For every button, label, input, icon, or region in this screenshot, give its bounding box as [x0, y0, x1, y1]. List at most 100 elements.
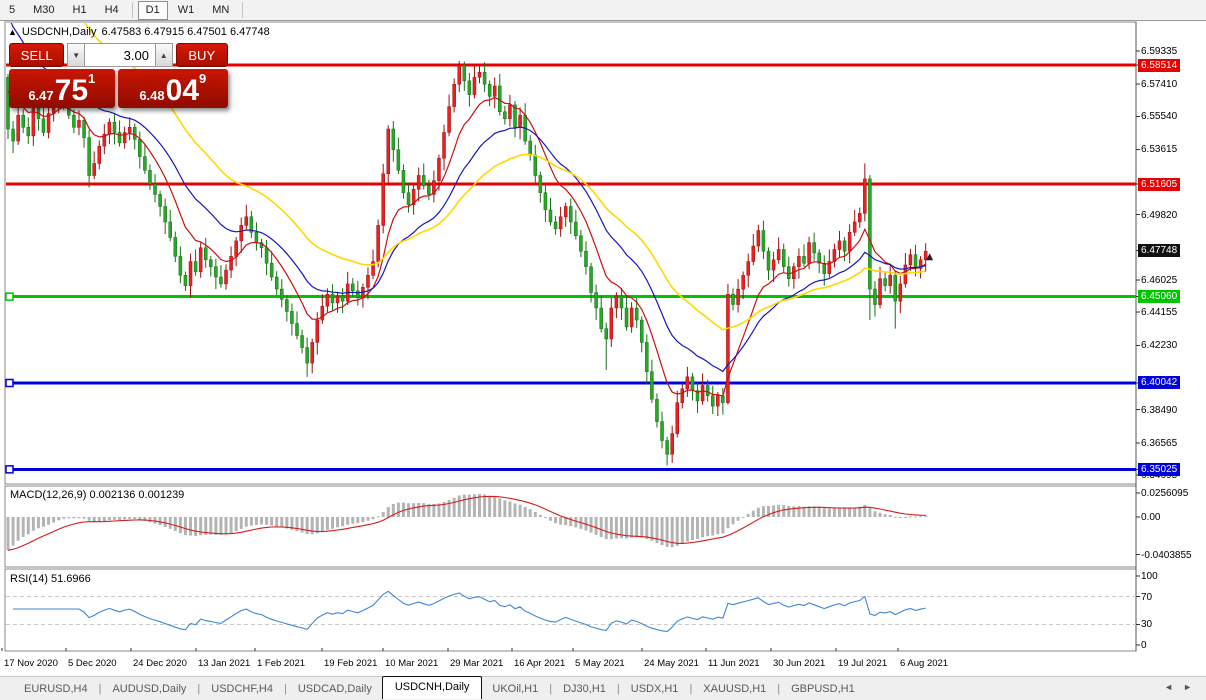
price-tick-6.53615: 6.53615: [1141, 144, 1178, 156]
tab-separator: |: [616, 683, 620, 695]
tab-scroll-controls: ◄ ►: [1164, 682, 1192, 692]
rsi-tick-100: 100: [1141, 571, 1158, 582]
date-label: 19 Feb 2021: [324, 658, 378, 669]
current-price-tag: 6.47748: [1138, 243, 1181, 257]
timeframe-button-MN[interactable]: MN: [212, 3, 230, 16]
date-label: 24 Dec 2020: [133, 658, 187, 669]
tab-separator: |: [777, 683, 781, 695]
level-handle[interactable]: [5, 378, 14, 388]
chart-symbol-label: USDCNH,Daily: [21, 26, 97, 38]
volume-decrease-button[interactable]: ▼: [67, 43, 85, 67]
macd-label: MACD(12,26,9) 0.002136 0.001239: [10, 489, 185, 501]
tab-separator: |: [98, 683, 102, 695]
date-label: 11 Jun 2021: [708, 658, 760, 669]
timeframe-button-5[interactable]: 5: [9, 3, 16, 16]
timeframe-button-M30[interactable]: M30: [33, 3, 55, 16]
date-label: 6 Aug 2021: [900, 658, 949, 669]
tab-separator: |: [197, 683, 201, 695]
level-price-tag: 6.58514: [1138, 58, 1181, 72]
date-label: 1 Feb 2021: [257, 658, 306, 669]
sell-price-sup: 1: [88, 71, 96, 86]
macd-signal-line: [7, 495, 926, 551]
tab-separator: |: [689, 683, 693, 695]
chart-window-icon: ▲: [8, 26, 17, 37]
date-label: 10 Mar 2021: [385, 658, 439, 669]
timeframe-button-W1[interactable]: W1: [177, 3, 195, 16]
tab-ukoil-h1[interactable]: UKOil,H1: [492, 683, 539, 695]
rsi-line: [13, 590, 926, 633]
mid-ma-line: [10, 23, 926, 373]
timeframe-button-D1[interactable]: D1: [137, 0, 168, 20]
date-label: 17 Nov 2020: [4, 658, 58, 669]
level-handle[interactable]: [5, 292, 14, 301]
sell-button[interactable]: SELL: [9, 43, 65, 67]
tab-usdcnh-daily[interactable]: USDCNH,Daily: [381, 675, 483, 699]
rsi-tick-70: 70: [1141, 591, 1153, 603]
tab-usdx-h1[interactable]: USDX,H1: [630, 683, 679, 695]
price-tick-6.36565: 6.36565: [1141, 437, 1178, 449]
tab-gbpusd-h1[interactable]: GBPUSD,H1: [791, 683, 855, 695]
tab-usdcad-daily[interactable]: USDCAD,Daily: [297, 683, 372, 695]
buy-price-int: 6.48: [139, 88, 165, 103]
macd-histogram: [6, 494, 928, 551]
rsi-tick-30: 30: [1141, 619, 1153, 631]
buy-price-sup: 9: [199, 71, 207, 86]
level-price-tag: 6.45060: [1138, 290, 1181, 304]
timeframe-toolbar: 5 M30 H1 H4 D1 W1 MN: [0, 0, 1206, 21]
price-tick-6.38490: 6.38490: [1141, 404, 1178, 416]
spin-down-icon: ▼: [72, 50, 81, 60]
buy-price-box[interactable]: 6.48 04 9: [117, 69, 228, 108]
tab-eurusd-h4[interactable]: EURUSD,H4: [24, 683, 88, 695]
sell-price-box[interactable]: 6.47 75 1: [9, 69, 115, 108]
tab-usdchf-h4[interactable]: USDCHF,H4: [211, 683, 273, 695]
date-label: 5 May 2021: [575, 658, 625, 669]
one-click-trading-panel: SELL ▼ ▲ BUY 6.47 75 1 6.48 04 9: [9, 43, 229, 108]
fast-ma-line: [7, 90, 926, 397]
rsi-tick-0: 0: [1141, 640, 1147, 651]
date-label: 5 Dec 2020: [68, 658, 117, 669]
tab-scroll-left-icon[interactable]: ◄: [1164, 682, 1174, 692]
macd-tick-0.00: 0.00: [1141, 512, 1161, 523]
date-label: 29 Mar 2021: [450, 658, 504, 669]
price-tick-6.42230: 6.42230: [1141, 340, 1178, 352]
volume-input[interactable]: [84, 43, 155, 67]
date-label: 19 Jul 2021: [838, 658, 888, 669]
rsi-panel: [4, 568, 1137, 652]
price-tick-6.55540: 6.55540: [1141, 111, 1178, 123]
sell-price-int: 6.47: [28, 88, 54, 103]
level-price-tag: 6.40042: [1138, 376, 1181, 390]
date-label: 24 May 2021: [644, 658, 699, 669]
price-tick-6.57410: 6.57410: [1141, 79, 1178, 91]
timeframe-button-H1[interactable]: H1: [72, 3, 87, 16]
volume-increase-button[interactable]: ▲: [154, 43, 173, 67]
price-tick-6.44155: 6.44155: [1141, 307, 1178, 319]
level-price-tag: 6.35025: [1138, 462, 1181, 476]
macd-panel: [4, 485, 1137, 568]
toolbar-divider: [131, 2, 133, 18]
tab-xauusd-h1[interactable]: XAUUSD,H1: [703, 683, 767, 695]
macd-tick--0.0403855: -0.0403855: [1141, 549, 1192, 561]
level-handle[interactable]: [5, 465, 14, 474]
date-label: 30 Jun 2021: [773, 658, 826, 669]
timeframe-button-H4[interactable]: H4: [104, 3, 119, 16]
rsi-label: RSI(14) 51.6966: [10, 573, 91, 585]
level-price-tag: 6.51605: [1138, 177, 1181, 191]
tab-dj30-h1[interactable]: DJ30,H1: [563, 683, 606, 695]
tab-separator: |: [549, 683, 553, 695]
tab-scroll-right-icon[interactable]: ►: [1183, 682, 1192, 692]
chart-canvas[interactable]: [0, 21, 1206, 652]
buy-price-big: 04: [165, 74, 200, 107]
date-label: 16 Apr 2021: [514, 658, 566, 669]
chart-ohlc-values: 6.47583 6.47915 6.47501 6.47748: [101, 26, 270, 38]
toolbar-divider: [242, 2, 244, 18]
tab-audusd-daily[interactable]: AUDUSD,Daily: [112, 683, 187, 695]
chart-title: ▲ USDCNH,Daily 6.47583 6.47915 6.47501 6…: [8, 26, 270, 38]
date-label: 13 Jan 2021: [198, 658, 251, 669]
date-axis: 17 Nov 2020 5 Dec 2020 24 Dec 2020 13 Jan 2…: [0, 652, 1206, 676]
candles: [6, 61, 928, 466]
buy-button[interactable]: BUY: [175, 43, 229, 67]
price-tick-6.59335: 6.59335: [1141, 45, 1178, 57]
tab-separator: |: [284, 683, 287, 695]
price-tick-6.49820: 6.49820: [1141, 209, 1178, 221]
